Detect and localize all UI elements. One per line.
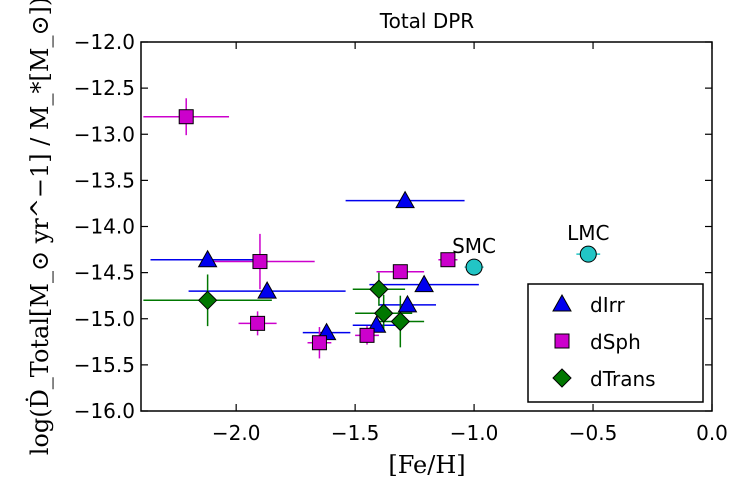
y-tick-label: −16.0 (74, 399, 135, 423)
dSph-point (359, 327, 375, 343)
reference-label: SMC (452, 234, 496, 258)
dSph-point (392, 264, 408, 280)
dSph-point (252, 254, 268, 270)
legend-marker-dTrans (552, 368, 572, 388)
dSph-point (311, 335, 327, 351)
y-tick-label: −12.0 (74, 30, 135, 54)
x-ticks-layer: −2.0 −1.5 −1.0 −0.5 0.0 (212, 42, 728, 445)
x-tick-label: −1.0 (450, 421, 499, 445)
x-tick-label: 0.0 (696, 421, 728, 445)
legend-entries: dIrr dSph dTrans (552, 293, 656, 391)
x-tick-label: −0.5 (569, 421, 618, 445)
y-ticks-layer: −12.0 −12.5 −13.0 −13.5 −14.0 −14.5 −15.0 −15.5… (74, 30, 712, 423)
dSph-point (250, 315, 266, 331)
y-tick-label: −14.0 (74, 215, 135, 239)
legend: dIrr dSph dTrans (527, 283, 704, 403)
legend-label-dIrr: dIrr (590, 293, 625, 317)
dIrr-point (414, 274, 434, 293)
reference-point (465, 258, 483, 276)
reference-point (579, 245, 597, 263)
dTrans-point (390, 311, 411, 332)
y-tick-label: −13.5 (74, 168, 135, 192)
y-axis-label: log(Ḋ_Total[M_⊙ yr^−1] / M_*[M_⊙]) (25, 0, 54, 455)
dTrans-point (373, 303, 394, 323)
dIrr-point (395, 190, 415, 209)
legend-marker-dSph (554, 333, 570, 349)
dIrr-point (257, 281, 277, 299)
marks-layer (143, 98, 601, 359)
y-tick-label: −15.5 (74, 353, 135, 377)
y-tick-label: −14.5 (74, 261, 135, 285)
dIrr-point (397, 294, 418, 313)
legend-label-dSph: dSph (590, 330, 641, 354)
chart-title: Total DPR (379, 9, 475, 33)
y-tick-label: −15.0 (74, 307, 135, 331)
dSph-point (440, 252, 456, 268)
x-tick-label: −2.0 (212, 421, 261, 445)
y-tick-label: −13.0 (74, 122, 135, 146)
reference-labels-layer: SMC LMC (452, 221, 609, 258)
dTrans-point (369, 279, 389, 299)
dIrr-point (197, 249, 218, 268)
x-axis-label: [Fe/H] (388, 451, 465, 479)
dTrans-point (197, 290, 218, 311)
dSph-point (178, 109, 194, 125)
x-tick-label: −1.5 (331, 421, 380, 445)
reference-label: LMC (567, 221, 609, 245)
y-tick-label: −12.5 (74, 76, 135, 100)
legend-marker-dIrr (552, 293, 572, 312)
legend-label-dTrans: dTrans (590, 367, 656, 391)
